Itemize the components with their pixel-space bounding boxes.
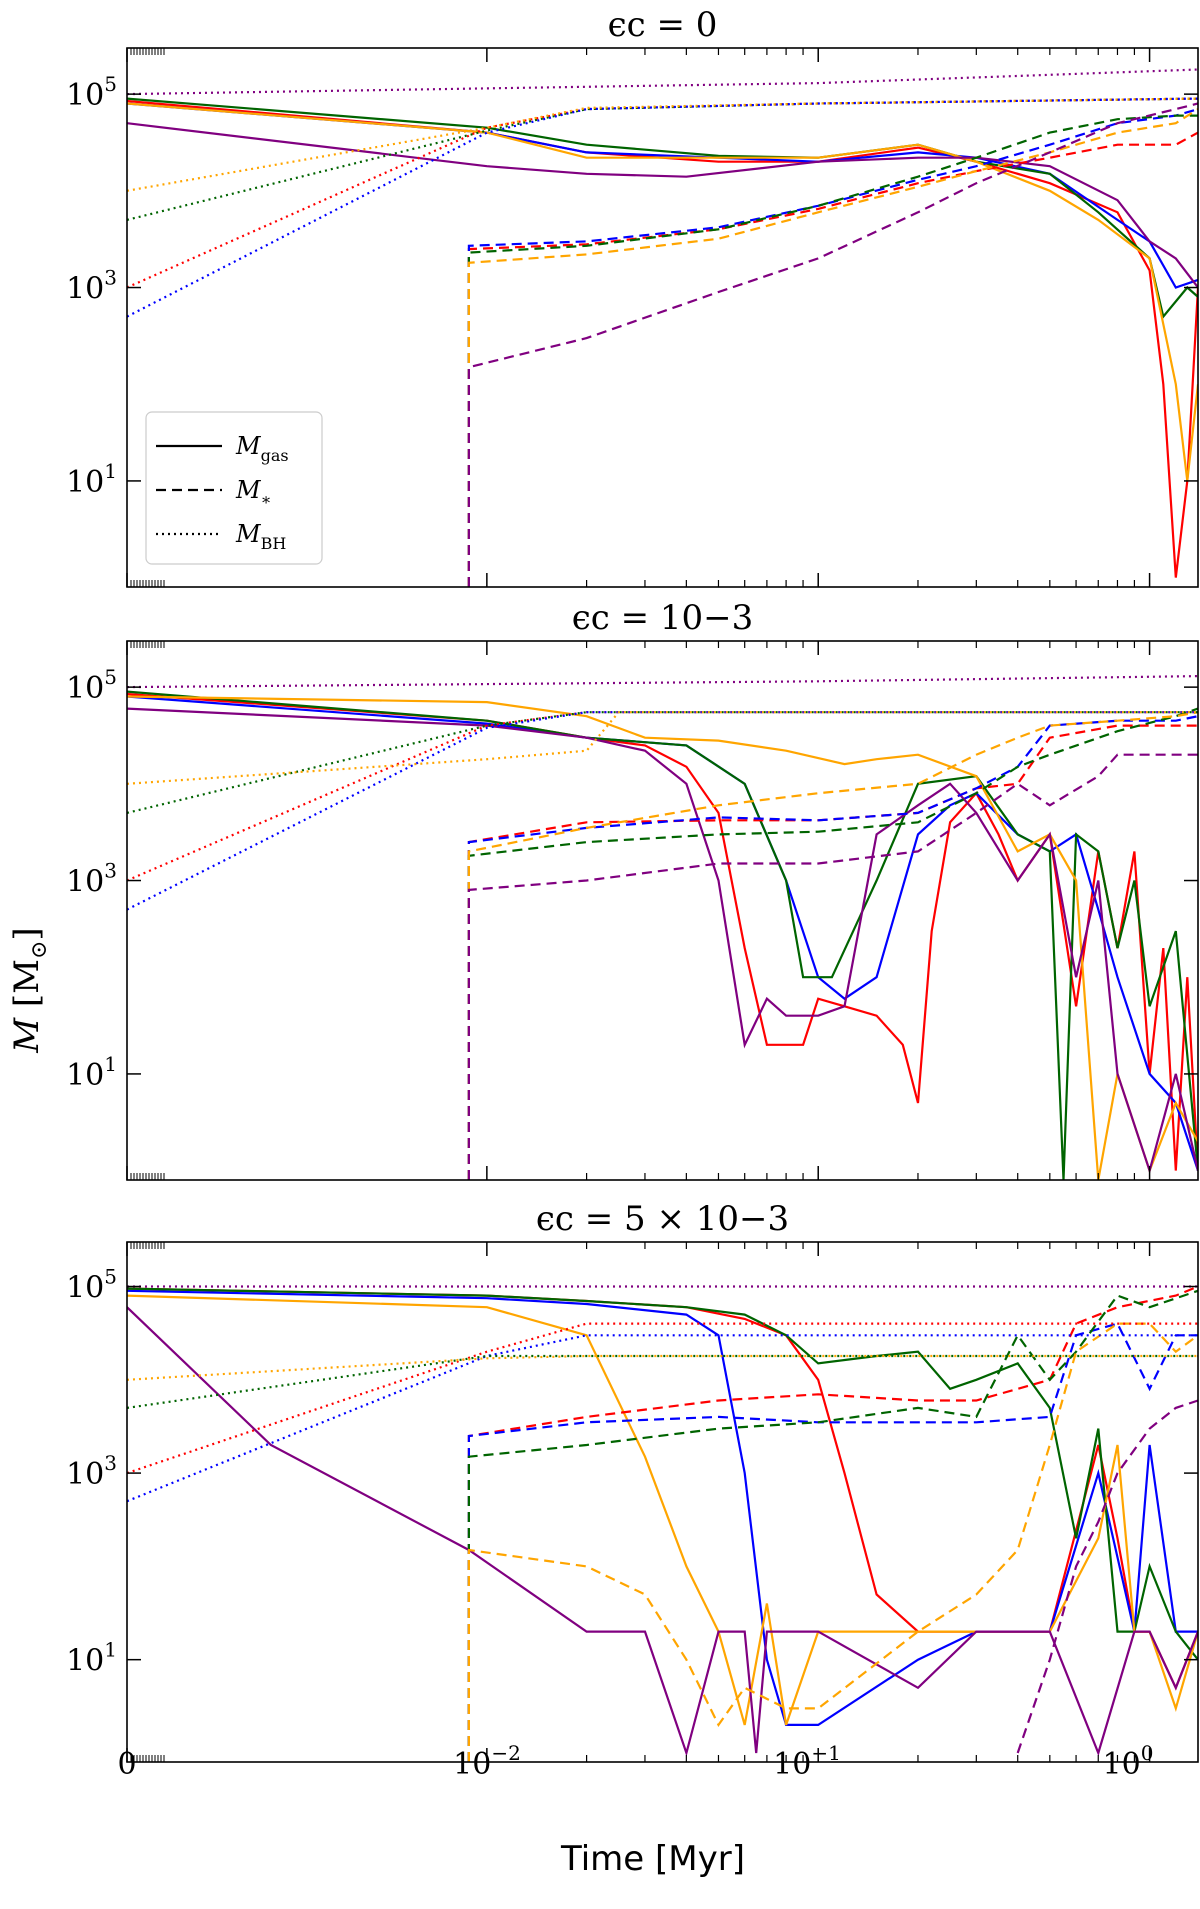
legend-label-dotted: MBH: [235, 520, 286, 553]
plot-frame: [126, 640, 1199, 1181]
series-blue-gas: [127, 1289, 1198, 1726]
series-purple-bh: [127, 675, 1198, 689]
x-tick-label-0: 0: [117, 1747, 136, 1782]
series-red-bh: [127, 1322, 1198, 1475]
y-tick-label-1e3: 103: [66, 1451, 117, 1492]
plot-frame: [126, 1241, 1199, 1763]
panel-title: ϵc = 5 × 10−3: [536, 1199, 789, 1239]
y-tick-label-1e5: 105: [66, 1265, 117, 1306]
series-orange-gas: [127, 695, 1198, 1180]
series-group: [127, 1285, 1198, 1762]
x-tick-label-1e-2: 10−2: [453, 1741, 521, 1782]
y-tick-label-1e3: 103: [66, 266, 117, 307]
series-purple-star: [1016, 1399, 1198, 1754]
series-orange-star: [467, 1322, 1198, 1762]
series-red-bh: [127, 97, 1198, 289]
y-tick-label-1e5: 105: [66, 665, 117, 706]
panel-title: ϵc = 0: [608, 5, 718, 45]
y-tick-label-1e1: 101: [66, 459, 117, 500]
series-blue-star: [467, 108, 1198, 587]
series-blue-gas: [127, 102, 1198, 289]
series-green-star: [467, 1289, 1198, 1762]
x-tick-label-1e-1: 10−1: [773, 1741, 841, 1782]
series-purple-star: [467, 753, 1198, 1180]
panel-2: ϵc = 10−3 101 103 105: [66, 598, 1199, 1181]
plot-frame: [126, 47, 1199, 588]
series-purple-gas: [127, 1306, 1198, 1757]
y-tick-label-1e1: 101: [66, 1052, 117, 1093]
series-green-gas: [127, 97, 1198, 320]
series-red-star: [467, 131, 1198, 587]
series-green-star: [467, 114, 1198, 587]
x-tick-label-1e0: 100: [1103, 1741, 1154, 1782]
x-axis-label: Time [Myr]: [560, 1839, 745, 1879]
series-blue-star: [467, 1322, 1198, 1762]
y-tick-label-1e5: 105: [66, 72, 117, 113]
series-red-bh: [127, 711, 1198, 882]
series-green-bh: [127, 711, 1198, 814]
series-green-star: [467, 707, 1198, 1180]
series-blue-bh: [127, 97, 1198, 318]
series-orange-gas: [127, 102, 1198, 482]
series-purple-gas: [127, 707, 1198, 1175]
series-green-bh: [127, 1354, 1198, 1409]
y-axis-label: M [M⊙]: [7, 927, 52, 1053]
series-purple-star: [467, 102, 1198, 587]
series-orange-gas: [127, 1294, 1198, 1726]
panel-3: ϵc = 5 × 10−3 101 103 105: [66, 1199, 1199, 1763]
series-orange-bh: [127, 711, 1198, 785]
series-orange-star: [467, 108, 1198, 587]
panel-title: ϵc = 10−3: [572, 598, 754, 638]
series-blue-star: [467, 715, 1198, 1180]
y-tick-label-1e3: 103: [66, 859, 117, 900]
series-purple-bh: [127, 68, 1198, 96]
series-orange-bh: [127, 1354, 1198, 1381]
series-red-gas: [127, 1287, 1198, 1691]
series-group: [127, 675, 1198, 1180]
series-red-star: [467, 724, 1198, 1180]
series-group: [127, 68, 1198, 587]
series-blue-gas: [127, 695, 1198, 1171]
series-red-star: [467, 1285, 1198, 1762]
series-green-bh: [127, 97, 1198, 221]
legend-box: [145, 411, 323, 565]
y-tick-label-1e1: 101: [66, 1638, 117, 1679]
series-blue-bh: [127, 1334, 1198, 1503]
series-purple-gas: [127, 122, 1198, 289]
series-green-gas: [127, 1287, 1198, 1661]
